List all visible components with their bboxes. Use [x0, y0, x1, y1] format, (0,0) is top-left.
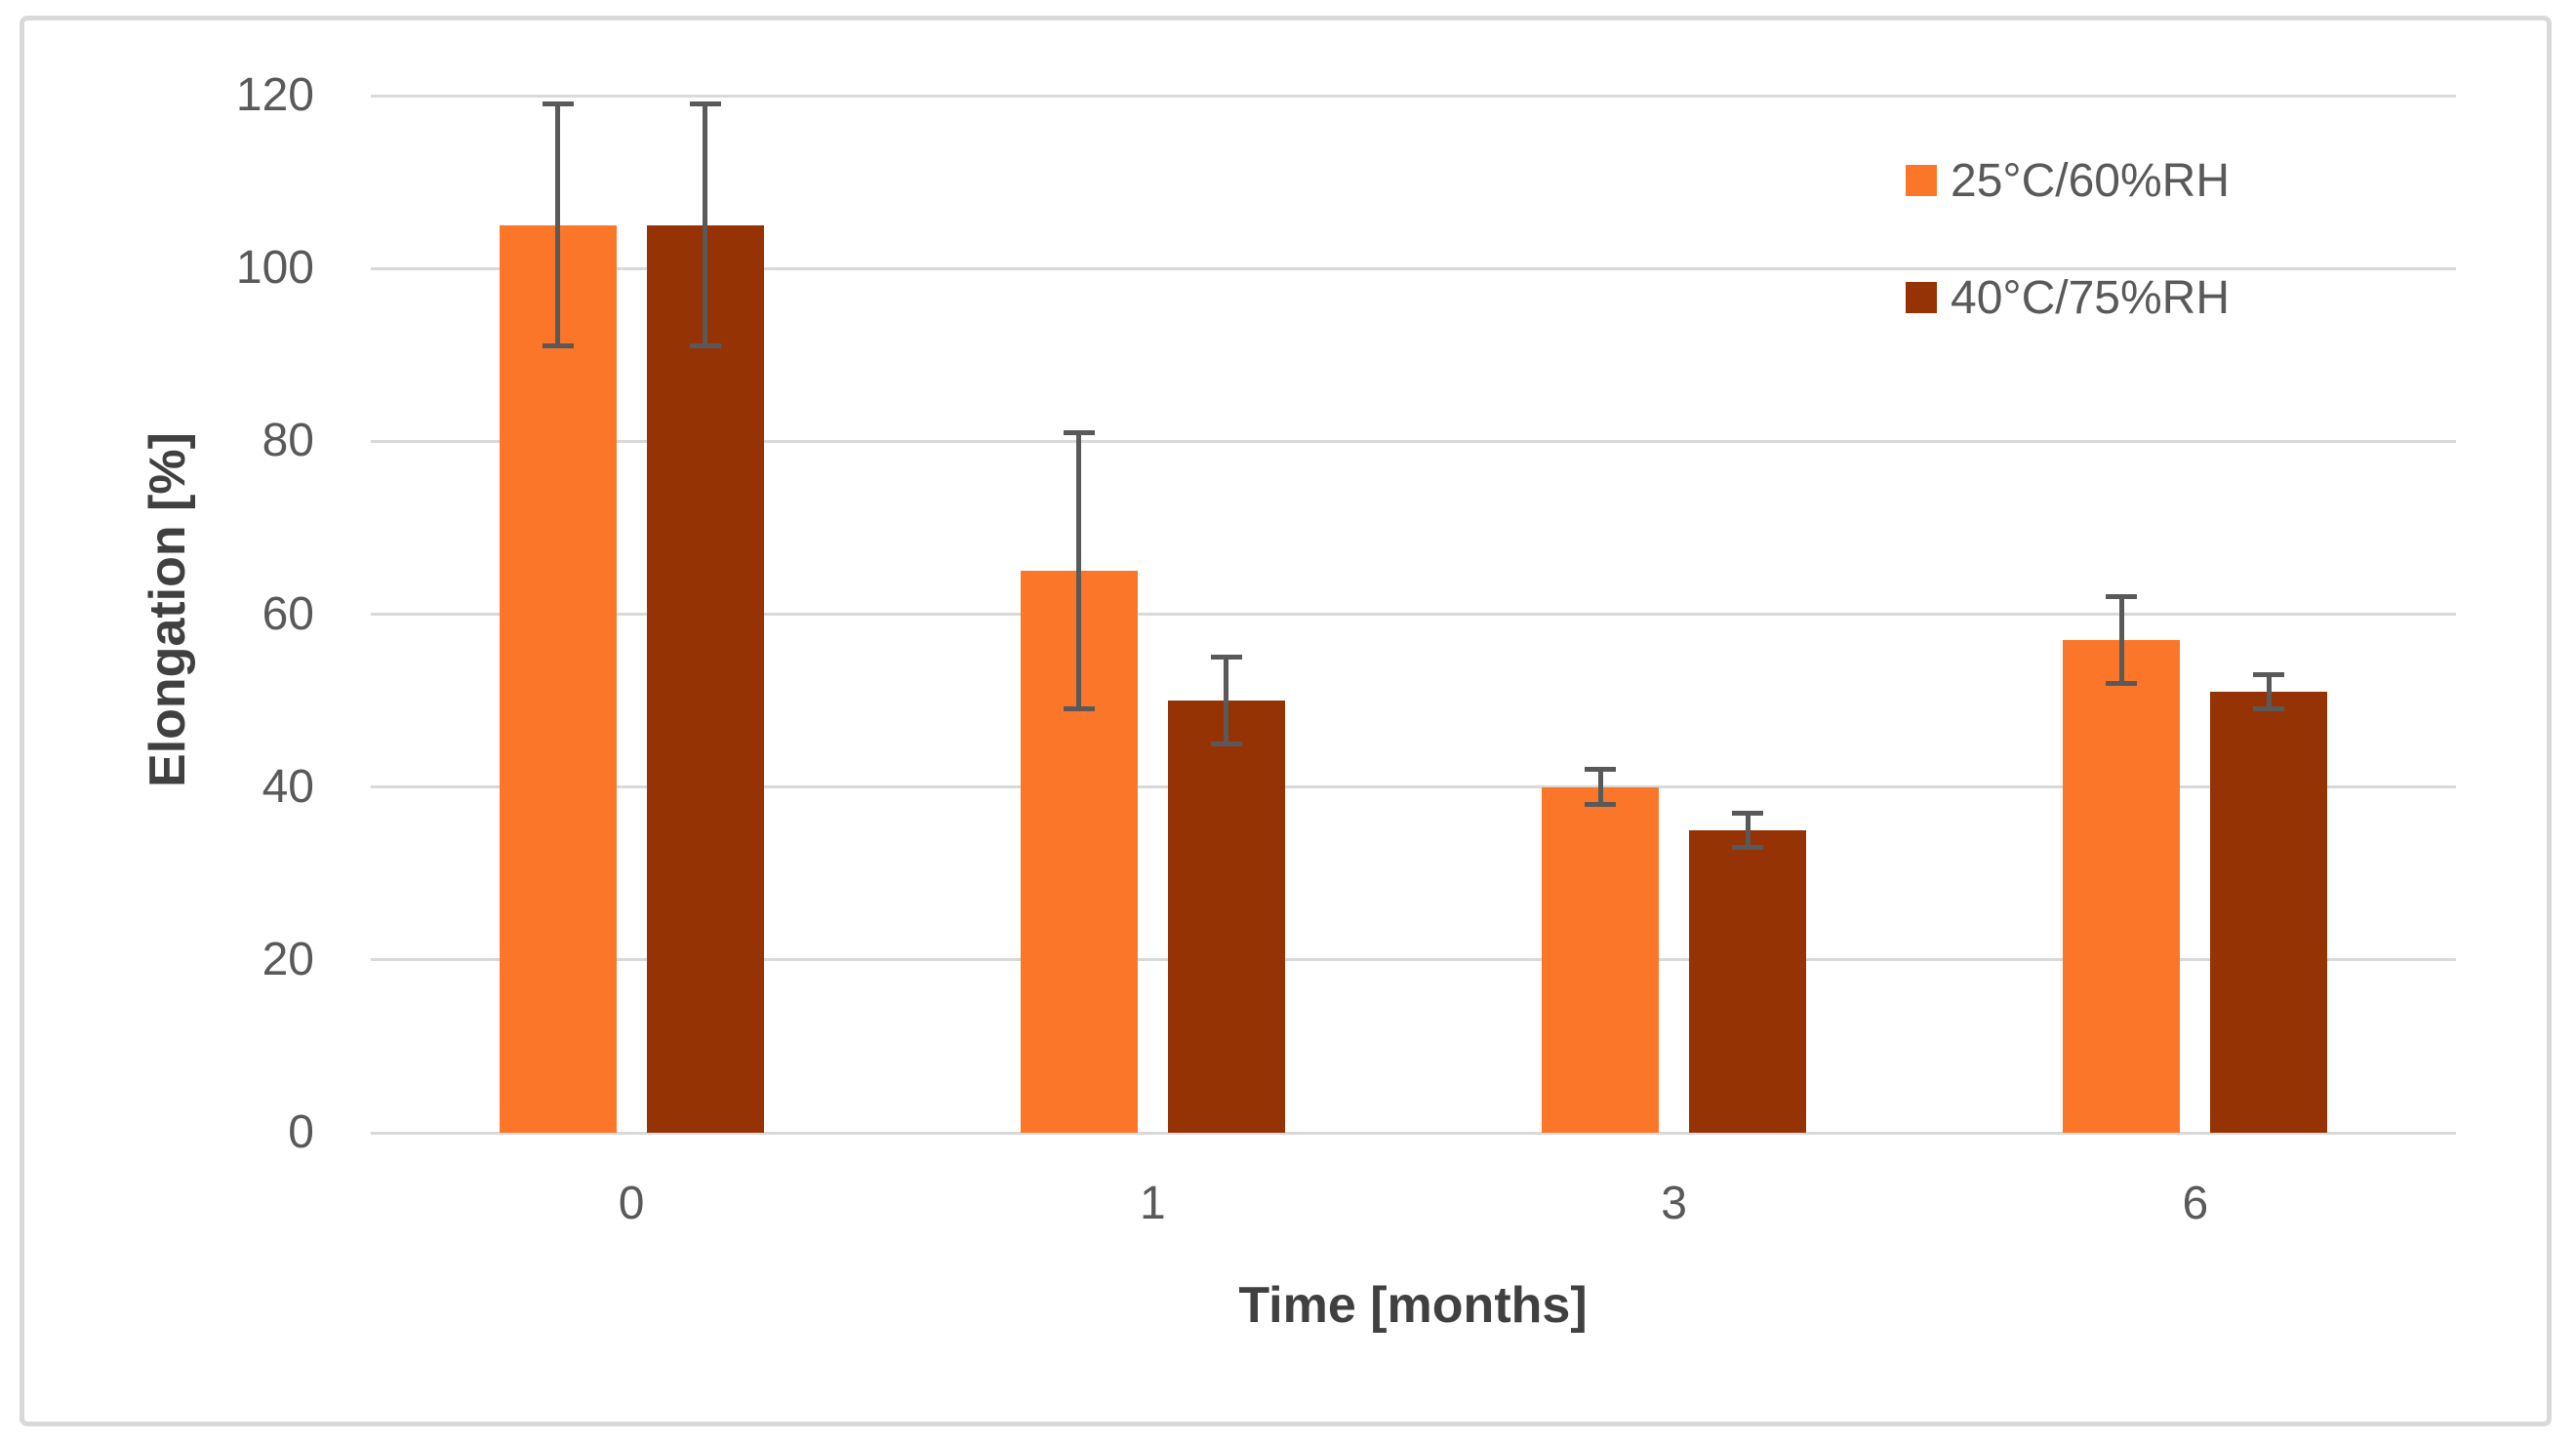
- error-bar: [1063, 706, 1095, 712]
- error-bar: [1732, 845, 1764, 851]
- error-bar: [1076, 432, 1082, 709]
- x-tick-label: 3: [1661, 1178, 1687, 1229]
- error-bar: [1597, 769, 1603, 805]
- legend-label: 40°C/75%RH: [1951, 271, 2230, 324]
- error-bar: [1745, 813, 1751, 848]
- error-bar: [1732, 810, 1764, 816]
- error-bar: [1210, 655, 1242, 661]
- x-tick-label: 6: [2182, 1178, 2209, 1229]
- y-tick-label: 100: [235, 242, 314, 295]
- error-bar: [542, 101, 574, 107]
- error-bar: [542, 343, 574, 349]
- gridline: [371, 1131, 2456, 1135]
- legend-swatch: [1906, 165, 1937, 196]
- error-bar: [689, 343, 721, 349]
- error-bar: [689, 101, 721, 107]
- error-bar: [2118, 596, 2124, 684]
- gridline: [371, 94, 2456, 98]
- gridline: [371, 439, 2456, 443]
- x-axis-title: Time [months]: [1238, 1277, 1588, 1334]
- error-bar: [1210, 741, 1242, 746]
- legend: 25°C/60%RH 40°C/75%RH: [1906, 151, 2230, 385]
- error-bar: [703, 103, 708, 346]
- legend-label: 25°C/60%RH: [1951, 154, 2230, 207]
- y-tick-label: 40: [262, 760, 314, 813]
- y-tick-label: 80: [262, 415, 314, 467]
- error-bar: [2266, 674, 2272, 709]
- error-bar: [1585, 767, 1617, 773]
- y-tick-label: 60: [262, 587, 314, 640]
- error-bar: [2253, 672, 2285, 677]
- bar-series-1-cat-3: [1542, 786, 1660, 1133]
- bar-series-2-cat-0: [646, 224, 764, 1133]
- x-tick-label: 0: [618, 1178, 645, 1229]
- gridline: [371, 785, 2456, 789]
- legend-item-1: 25°C/60%RH: [1906, 151, 2230, 210]
- error-bar: [1063, 429, 1095, 435]
- error-bar: [555, 103, 561, 346]
- bar-series-1-cat-0: [499, 224, 617, 1133]
- error-bar: [2106, 680, 2138, 686]
- gridline: [371, 958, 2456, 962]
- error-bar: [1224, 657, 1229, 744]
- gridline: [371, 613, 2456, 616]
- y-tick-label: 0: [288, 1106, 314, 1158]
- x-tick-label: 1: [1140, 1178, 1166, 1229]
- y-tick-label: 20: [262, 933, 314, 985]
- y-axis-title: Elongation [%]: [140, 432, 196, 787]
- y-tick-label: 120: [235, 69, 314, 121]
- error-bar: [2106, 594, 2138, 600]
- error-bar: [2253, 706, 2285, 712]
- legend-swatch: [1906, 282, 1937, 313]
- gridline: [371, 266, 2456, 270]
- error-bar: [1585, 801, 1617, 807]
- bar-series-1-cat-6: [2063, 640, 2181, 1133]
- bar-series-2-cat-1: [1167, 701, 1285, 1133]
- bar-series-2-cat-6: [2210, 692, 2328, 1133]
- bar-series-2-cat-3: [1689, 829, 1807, 1133]
- legend-item-2: 40°C/75%RH: [1906, 268, 2230, 327]
